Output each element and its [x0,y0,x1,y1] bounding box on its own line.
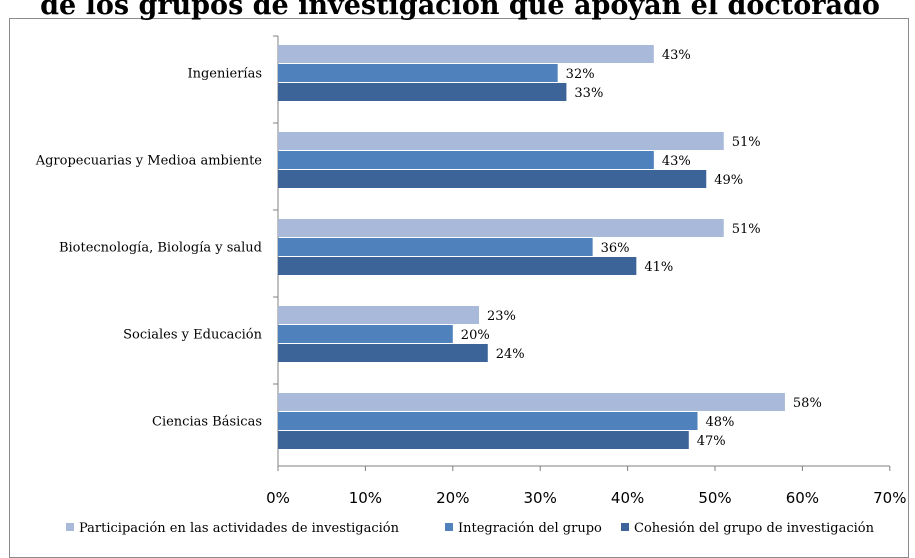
bar [278,325,453,343]
legend-label: Integración del grupo [458,521,602,536]
bar [278,132,724,150]
bar [278,83,567,101]
legend-swatch [621,523,629,531]
chart-frame [9,18,909,558]
x-tick-label: 0% [266,489,290,507]
bar [278,238,593,256]
category-label: Sociales y Educación [123,328,263,343]
legend-swatch [445,523,453,531]
x-tick-label: 30% [524,489,557,507]
legend-swatch [66,523,74,531]
x-tick-label: 10% [349,489,382,507]
data-label: 43% [662,48,691,63]
data-label: 20% [461,328,490,343]
data-label: 32% [566,67,595,82]
data-label: 41% [644,260,673,275]
x-tick-label: 40% [611,489,644,507]
data-label: 33% [574,86,603,101]
x-tick-label: 60% [786,489,819,507]
data-label: 51% [732,222,761,237]
bar [278,219,724,237]
category-label: Biotecnología, Biología y salud [59,241,262,256]
bar [278,170,707,188]
data-label: 23% [487,309,516,324]
bar [278,344,488,362]
x-tick-label: 50% [698,489,731,507]
bar [278,257,637,275]
bar [278,393,785,411]
category-label: Ciencias Básicas [152,415,262,430]
bar [278,64,558,82]
data-label: 58% [793,396,822,411]
data-label: 24% [496,347,525,362]
bar [278,431,689,449]
chart-title: de los grupos de investigación que apoya… [40,0,880,21]
plot-area: 0% 10% 20% 30% 40% 50% 60% 70% Ingenierías 43% 32%… [35,35,906,507]
category-label: Ingenierías [187,67,262,82]
legend-label: Cohesión del grupo de investigación [634,521,875,536]
data-label: 48% [706,415,735,430]
bar [278,45,654,63]
x-tick-label: 70% [873,489,906,507]
bar [278,151,654,169]
legend-label: Participación en las actividades de inve… [79,521,400,536]
data-label: 49% [714,173,743,188]
legend: Participación en las actividades de inve… [66,521,875,536]
category-label: Agropecuarias y Medioa ambiente [35,154,263,169]
data-label: 47% [697,434,726,449]
bar [278,412,698,430]
x-tick-label: 20% [436,489,469,507]
data-label: 43% [662,154,691,169]
data-label: 51% [732,135,761,150]
data-label: 36% [601,241,630,256]
bar [278,306,480,324]
